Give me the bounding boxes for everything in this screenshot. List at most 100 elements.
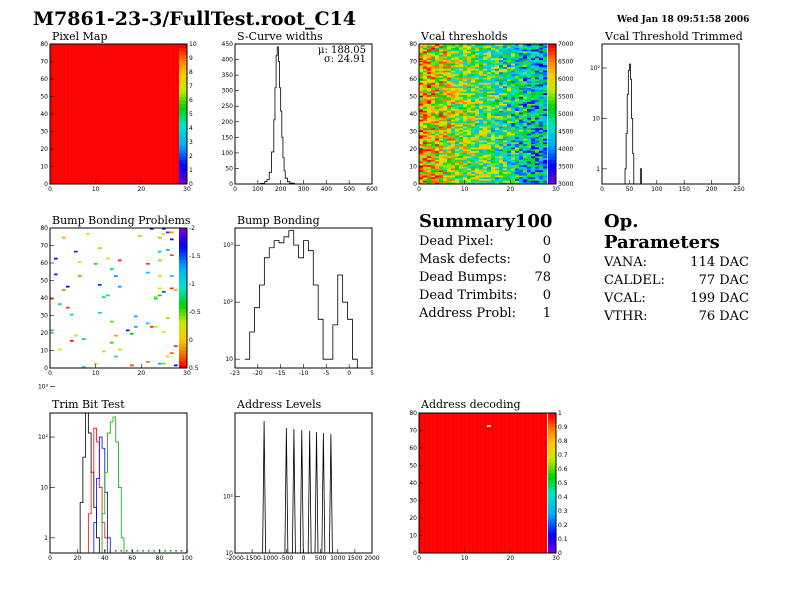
heatmap-cell: [539, 154, 544, 157]
heatmap-cell: [435, 79, 440, 82]
heatmap-cell: [527, 122, 532, 125]
heatmap-cell: [523, 145, 528, 148]
heatmap-cell: [447, 65, 452, 68]
heatmap-cell: [495, 59, 500, 62]
z-scale-cell: [548, 180, 556, 185]
heatmap-cell: [463, 119, 468, 122]
heatmap-cell: [423, 128, 428, 131]
heatmap-cell: [543, 163, 548, 166]
heatmap-cell: [463, 117, 468, 120]
x-tick-label: -23: [230, 370, 240, 377]
heatmap-cell: [527, 87, 532, 90]
heatmap-cell: [459, 47, 464, 50]
heatmap-cell: [459, 89, 464, 92]
heatmap-cell: [471, 58, 476, 61]
heatmap-cell: [431, 101, 436, 104]
heatmap-cell: [499, 156, 504, 159]
heatmap-cell: [455, 87, 460, 90]
heatmap-cell: [467, 117, 472, 120]
z-scale-cell: [179, 259, 187, 264]
heatmap-cell: [531, 44, 536, 47]
heatmap-cell: [499, 140, 504, 143]
heatmap-cell: [511, 49, 516, 52]
heatmap-cell: [519, 178, 524, 181]
heatmap-cell: [435, 94, 440, 97]
heatmap-cell: [499, 142, 504, 145]
heatmap-cell: [439, 177, 444, 180]
heatmap-cell: [419, 89, 424, 92]
heatmap-cell: [475, 157, 480, 160]
heatmap-cell: [507, 175, 512, 178]
heatmap-cell: [419, 103, 424, 106]
heatmap-cell: [435, 75, 440, 78]
heatmap-cell: [431, 115, 436, 118]
heatmap-cell: [443, 170, 448, 173]
heatmap-cell: [539, 82, 544, 85]
heatmap-cell: [447, 61, 452, 64]
heatmap-cell: [487, 77, 492, 80]
heatmap-cell: [503, 161, 508, 164]
heatmap-cell: [539, 77, 544, 80]
heatmap-cell: [523, 168, 528, 171]
heatmap-cell: [427, 161, 432, 164]
heatmap-cell: [443, 178, 448, 181]
heatmap-cell: [443, 140, 448, 143]
heatmap-cell: [455, 114, 460, 117]
heatmap-cell: [507, 98, 512, 101]
heatmap-cell: [491, 58, 496, 61]
heatmap-cell: [459, 131, 464, 134]
heatmap-cell: [499, 73, 504, 76]
heatmap-cell: [507, 47, 512, 50]
op-param-value: 76 DAC: [698, 309, 749, 324]
heatmap-cell: [499, 159, 504, 162]
heatmap-cell: [495, 96, 500, 99]
heatmap-cell: [467, 94, 472, 97]
heatmap-cell: [455, 100, 460, 103]
heatmap-cell: [427, 61, 432, 64]
z-scale-cell: [548, 420, 556, 424]
heatmap-cell: [495, 89, 500, 92]
heatmap-cell: [447, 166, 452, 169]
heatmap-cell: [519, 115, 524, 118]
heatmap-cell: [455, 168, 460, 171]
heatmap-cell: [511, 86, 516, 89]
heatmap-cell: [443, 161, 448, 164]
heatmap-cell: [543, 156, 548, 159]
heatmap-cell: [423, 143, 428, 146]
heatmap-cell: [467, 56, 472, 59]
heatmap-cell: [431, 142, 436, 145]
heatmap-cell: [539, 171, 544, 174]
heatmap-cell: [419, 52, 424, 55]
heatmap-cell: [515, 138, 520, 141]
heatmap-cell: [491, 105, 496, 108]
heatmap-cell: [431, 82, 436, 85]
heatmap-cell: [118, 259, 122, 262]
heatmap-cell: [451, 96, 456, 99]
heatmap-cell: [431, 47, 436, 50]
heatmap-cell: [527, 136, 532, 139]
heatmap-cell: [427, 77, 432, 80]
heatmap-cell: [475, 63, 480, 66]
heatmap-cell: [467, 91, 472, 94]
heatmap-cell: [475, 170, 480, 173]
heatmap-cell: [535, 47, 540, 50]
heatmap-cell: [467, 128, 472, 131]
heatmap-cell: [447, 91, 452, 94]
heatmap-cell: [539, 121, 544, 124]
heatmap-cell: [487, 45, 492, 48]
heatmap-cell: [487, 75, 492, 78]
heatmap-cell: [475, 180, 480, 183]
x-tick-label: 400: [321, 186, 333, 193]
heatmap-cell: [519, 45, 524, 48]
heatmap-cell: [519, 177, 524, 180]
heatmap-cell: [471, 96, 476, 99]
heatmap-cell: [447, 138, 452, 141]
heatmap-cell: [515, 161, 520, 164]
heatmap-cell: [431, 135, 436, 138]
heatmap-cell: [483, 75, 488, 78]
x-tick-label: -1000: [261, 555, 279, 562]
heatmap-cell: [443, 166, 448, 169]
heatmap-cell: [535, 135, 540, 138]
heatmap-cell: [527, 182, 532, 185]
heatmap-cell: [475, 133, 480, 136]
